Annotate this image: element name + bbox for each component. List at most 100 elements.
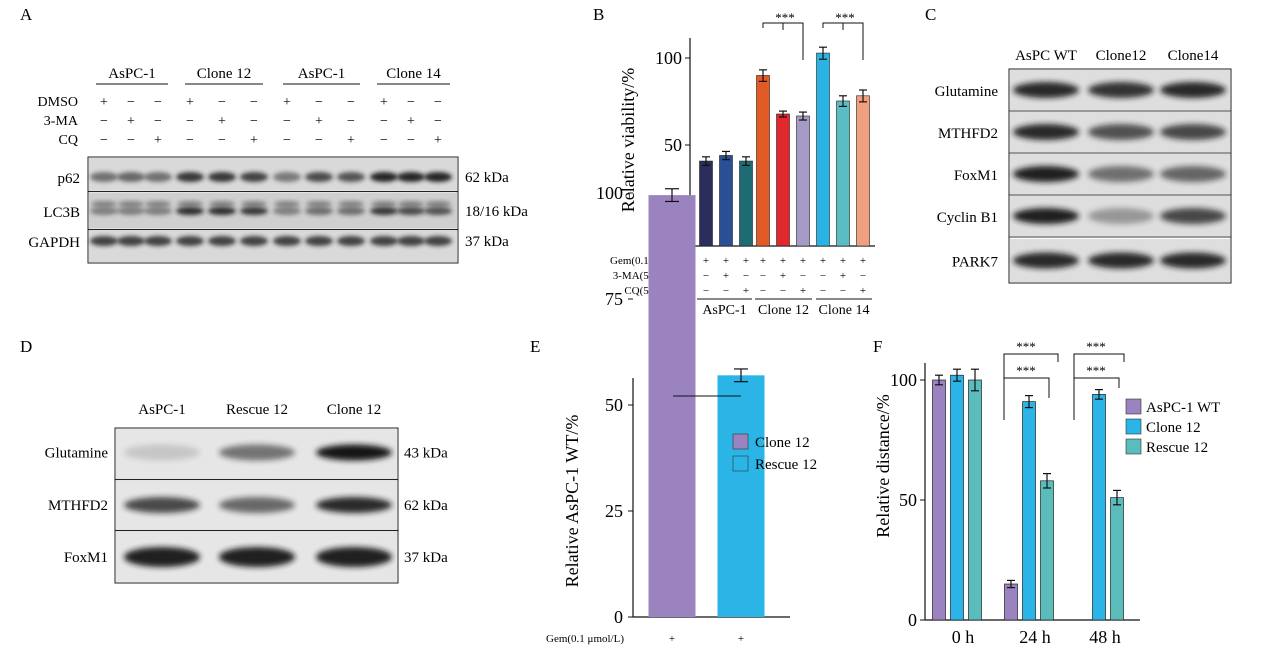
sig-label: *** bbox=[1016, 339, 1036, 354]
blot-band bbox=[397, 236, 425, 246]
blot-band-upper bbox=[371, 201, 397, 207]
panel-b-letter: B bbox=[593, 5, 604, 24]
bar bbox=[856, 95, 870, 247]
treatment-sign: + bbox=[820, 255, 826, 267]
blot-strip bbox=[89, 230, 457, 262]
blot-band bbox=[337, 236, 365, 246]
blot-band bbox=[117, 236, 145, 246]
blot-band-upper bbox=[177, 201, 203, 207]
legend-label: Clone 12 bbox=[755, 435, 810, 451]
bar bbox=[756, 75, 770, 247]
blot-band bbox=[1013, 252, 1079, 269]
y-tick-label: 0 bbox=[614, 607, 623, 627]
blot-label: Glutamine bbox=[935, 84, 999, 100]
blot-label: FoxM1 bbox=[954, 168, 998, 184]
treatment-sign: + bbox=[860, 285, 866, 297]
blot-band bbox=[176, 207, 204, 215]
blot-label: p62 bbox=[58, 171, 81, 187]
treatment-sign: − bbox=[100, 114, 108, 129]
y-tick-label: 50 bbox=[664, 135, 682, 155]
panel-d: D AsPC-1 Rescue 12 Clone 12 Glutamine 43 kDa… bbox=[20, 337, 448, 584]
treatment-sign: + bbox=[840, 255, 846, 267]
y-tick-label: 75 bbox=[605, 289, 623, 309]
treatment-sign: − bbox=[186, 133, 194, 148]
treatment-sign: − bbox=[820, 270, 826, 282]
blot-label: Cyclin B1 bbox=[937, 210, 998, 226]
treatment-sign: − bbox=[760, 285, 766, 297]
treatment-sign: + bbox=[127, 114, 135, 129]
blot-band bbox=[176, 236, 204, 246]
treatment-sign: − bbox=[127, 133, 135, 148]
group-label: Clone 14 bbox=[386, 66, 441, 82]
blot-band bbox=[370, 207, 398, 215]
panel-c-blots: AsPC WT Clone12 Clone14 Glutamine MTHFD2 FoxM… bbox=[935, 48, 1232, 284]
blot-band bbox=[1088, 252, 1154, 269]
treatment-sign: + bbox=[860, 255, 866, 267]
treatment-sign: + bbox=[434, 133, 442, 148]
panel-f-chart: 0 50 100 Relative distance/% 0 h 24 h 48 h *** *… bbox=[873, 339, 1220, 647]
blot-kda: 37 kDa bbox=[465, 234, 509, 250]
treatment-sign: − bbox=[283, 114, 291, 129]
bar bbox=[1110, 497, 1124, 621]
y-tick-label: 50 bbox=[899, 490, 917, 510]
blot-band bbox=[370, 172, 398, 182]
blot-band bbox=[208, 236, 236, 246]
treatment-sign: − bbox=[820, 285, 826, 297]
blot-band-upper bbox=[118, 201, 144, 207]
y-tick-label: 100 bbox=[655, 48, 682, 68]
panel-a-treatments: DMSO + − − + − − + − − + − − 3-MA − + − − + − − + − − + − CQ − − + − − +… bbox=[38, 95, 443, 148]
blot-band bbox=[305, 207, 333, 215]
legend-swatch bbox=[1125, 398, 1142, 415]
blot-band bbox=[337, 207, 365, 215]
blot-band bbox=[424, 172, 452, 182]
treatment-sign: + bbox=[154, 133, 162, 148]
blot-band bbox=[117, 207, 145, 215]
treatment-sign: + bbox=[186, 95, 194, 110]
blot-band bbox=[273, 207, 301, 215]
blot-band bbox=[176, 172, 204, 182]
blot-band bbox=[90, 236, 118, 246]
blot-band bbox=[424, 207, 452, 215]
blot-band bbox=[240, 207, 268, 215]
group-label: AsPC-1 bbox=[702, 303, 746, 318]
treatment-sign: + bbox=[780, 255, 786, 267]
treatment-sign: − bbox=[315, 95, 323, 110]
blot-band bbox=[90, 172, 118, 182]
y-tick-label: 25 bbox=[605, 501, 623, 521]
blot-band-upper bbox=[274, 201, 300, 207]
legend-swatch bbox=[1125, 438, 1142, 455]
sig-bracket bbox=[1003, 353, 1059, 420]
treatment-sign: − bbox=[743, 270, 749, 282]
blot-band bbox=[117, 172, 145, 182]
blot-label: MTHFD2 bbox=[48, 498, 108, 514]
blot-label: MTHFD2 bbox=[938, 126, 998, 142]
column-label: Clone 12 bbox=[327, 402, 382, 418]
column-label: Clone14 bbox=[1168, 48, 1219, 64]
treatment-sign: − bbox=[250, 95, 258, 110]
column-label: AsPC WT bbox=[1015, 48, 1077, 64]
treatment-sign: − bbox=[723, 285, 729, 297]
panel-d-blots: AsPC-1 Rescue 12 Clone 12 Glutamine 43 kDa MT… bbox=[45, 402, 448, 584]
blot-band bbox=[144, 236, 172, 246]
blot-band bbox=[1013, 208, 1079, 224]
bar bbox=[719, 155, 733, 247]
panel-f-letter: F bbox=[873, 337, 882, 356]
treatment-sign: − bbox=[347, 95, 355, 110]
treatment-sign: − bbox=[250, 114, 258, 129]
x-tick-label: 48 h bbox=[1089, 627, 1121, 647]
blot-kda: 62 kDa bbox=[404, 498, 448, 514]
treatment-sign: + bbox=[760, 255, 766, 267]
treatment-sign: + bbox=[703, 255, 709, 267]
treatment-label: DMSO bbox=[38, 95, 78, 110]
blot-band bbox=[219, 444, 295, 461]
treatment-sign: − bbox=[407, 95, 415, 110]
blot-kda: 43 kDa bbox=[404, 446, 448, 462]
treatment-sign: − bbox=[434, 114, 442, 129]
blot-band bbox=[397, 207, 425, 215]
panel-b: B 2550100Relative viability/%******Gem(0… bbox=[593, 5, 875, 318]
blot-band bbox=[1088, 82, 1154, 98]
treatment-sign: + bbox=[723, 255, 729, 267]
sig-label: *** bbox=[1086, 339, 1106, 354]
legend-label: AsPC-1 WT bbox=[1146, 400, 1220, 416]
panel-a-group-labels: AsPC-1 Clone 12 AsPC-1 Clone 14 bbox=[96, 66, 450, 85]
